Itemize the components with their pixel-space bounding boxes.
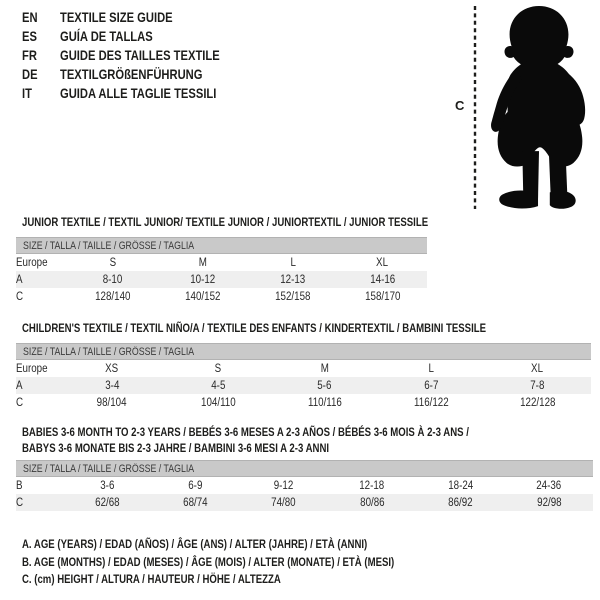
cell-value: XS (105, 362, 119, 375)
cell-value: 158/170 (364, 290, 401, 303)
size-header-bar: SIZE / TALLA / TAILLE / GRÖSSE / TAGLIA (16, 237, 427, 254)
cell-value: 128/140 (95, 290, 131, 303)
row-label: A (16, 271, 68, 288)
language-label: GUÍA DE TALLAS (60, 28, 153, 44)
cell-value: S (109, 256, 117, 269)
cell-value: S (214, 362, 222, 375)
babies-table: SIZE / TALLA / TAILLE / GRÖSSE / TAGLIA … (16, 460, 593, 511)
cell-value: 6-9 (187, 479, 203, 492)
cell-value: 18-24 (447, 479, 473, 492)
cell-value: 80/86 (328, 494, 416, 511)
cell-value: 3-6 (99, 479, 115, 492)
cell-value: 10-12 (158, 271, 248, 288)
language-code: IT (22, 85, 32, 101)
cell-value: 140/152 (185, 290, 221, 303)
height-dashed-line (473, 6, 477, 209)
cell-value: XL (376, 256, 389, 269)
cell-value: 74/80 (239, 494, 328, 511)
cell-value: 8-10 (68, 271, 158, 288)
legend-line-c: C. (cm) HEIGHT / ALTURA / HAUTEUR / HÖHE… (22, 572, 281, 586)
cell-value: 7-8 (484, 377, 591, 394)
language-code: ES (22, 28, 37, 44)
cell-value: 12-18 (359, 479, 385, 492)
cell-value: 68/74 (151, 494, 239, 511)
language-code: FR (22, 47, 37, 63)
children-size-table: Europe XS S M L XL A 3-4 4-5 5-6 6-7 7-8… (16, 360, 591, 411)
row-label: Europe (16, 362, 48, 375)
babies-table-title: BABIES 3-6 MONTH TO 2-3 YEARS / BEBÉS 3-… (22, 425, 469, 455)
language-row: ES GUÍA DE TALLAS (22, 27, 260, 46)
language-label: TEXTILE SIZE GUIDE (60, 9, 173, 25)
cell-value: 12-13 (248, 271, 338, 288)
legend-line-a: A. AGE (YEARS) / EDAD (AÑOS) / ÂGE (ANS)… (22, 537, 368, 551)
language-row: EN TEXTILE SIZE GUIDE (22, 8, 260, 27)
table-row: C 98/104 104/110 110/116 116/122 122/128 (16, 394, 591, 411)
cell-value: 4-5 (165, 377, 271, 394)
language-code: EN (22, 9, 38, 25)
cell-value: 152/158 (275, 290, 311, 303)
language-label: GUIDE DES TAILLES TEXTILE (60, 47, 220, 63)
table-row: Europe XS S M L XL (16, 360, 591, 377)
legend-line-b: B. AGE (MONTHS) / EDAD (MESES) / ÂGE (MO… (22, 554, 395, 569)
children-table: SIZE / TALLA / TAILLE / GRÖSSE / TAGLIA … (16, 343, 591, 411)
cell-value: 3-4 (59, 377, 165, 394)
row-label: A (16, 377, 59, 394)
cell-value: 116/122 (413, 396, 449, 409)
language-row: FR GUIDE DES TAILLES TEXTILE (22, 46, 260, 65)
table-row: C 128/140 140/152 152/158 158/170 (16, 288, 427, 305)
cell-value: 110/116 (307, 396, 342, 409)
language-label: GUIDA ALLE TAGLIE TESSILI (60, 85, 217, 101)
language-list: EN TEXTILE SIZE GUIDE ES GUÍA DE TALLAS … (22, 8, 260, 103)
cell-value: XL (531, 362, 544, 375)
cell-value: M (198, 256, 208, 269)
row-label: B (16, 479, 23, 492)
legend: A. AGE (YEARS) / EDAD (AÑOS) / ÂGE (ANS)… (22, 536, 487, 589)
language-label: TEXTILGRÖßENFÜHRUNG (60, 66, 203, 82)
row-label: Europe (16, 256, 48, 269)
cell-value: 92/98 (505, 494, 593, 511)
cell-value: 104/110 (200, 396, 236, 409)
height-marker-label: C (455, 98, 465, 113)
baby-silhouette-icon (491, 5, 586, 209)
language-row: IT GUIDA ALLE TAGLIE TESSILI (22, 84, 260, 103)
language-code: DE (22, 66, 38, 82)
cell-value: 86/92 (416, 494, 505, 511)
table-row: C 62/68 68/74 74/80 80/86 86/92 92/98 (16, 494, 593, 511)
cell-value: L (290, 256, 296, 269)
table-row: B 3-6 6-9 9-12 12-18 18-24 24-36 (16, 477, 593, 494)
babies-size-table: B 3-6 6-9 9-12 12-18 18-24 24-36 C 62/68… (16, 477, 593, 511)
cell-value: 62/68 (63, 494, 151, 511)
table-row: Europe S M L XL (16, 254, 427, 271)
children-table-title: CHILDREN'S TEXTILE / TEXTIL NIÑO/A / TEX… (22, 321, 487, 335)
cell-value: L (428, 362, 434, 375)
junior-table: SIZE / TALLA / TAILLE / GRÖSSE / TAGLIA … (16, 237, 427, 305)
size-header-bar: SIZE / TALLA / TAILLE / GRÖSSE / TAGLIA (16, 460, 593, 477)
size-header-bar: SIZE / TALLA / TAILLE / GRÖSSE / TAGLIA (16, 343, 591, 360)
cell-value: 24-36 (536, 479, 562, 492)
cell-value: 14-16 (338, 271, 427, 288)
row-label: C (16, 396, 24, 409)
cell-value: 122/128 (519, 396, 556, 409)
cell-value: 5-6 (271, 377, 378, 394)
cell-value: 9-12 (273, 479, 294, 492)
language-row: DE TEXTILGRÖßENFÜHRUNG (22, 65, 260, 84)
row-label: C (16, 290, 24, 303)
table-row: A 8-10 10-12 12-13 14-16 (16, 271, 427, 288)
cell-value: 6-7 (378, 377, 484, 394)
cell-value: M (320, 362, 329, 375)
junior-table-title: JUNIOR TEXTILE / TEXTIL JUNIOR/ TEXTILE … (22, 215, 429, 229)
junior-size-table: Europe S M L XL A 8-10 10-12 12-13 14-16… (16, 254, 427, 305)
table-row: A 3-4 4-5 5-6 6-7 7-8 (16, 377, 591, 394)
cell-value: 98/104 (97, 396, 127, 409)
row-label: C (16, 494, 63, 511)
